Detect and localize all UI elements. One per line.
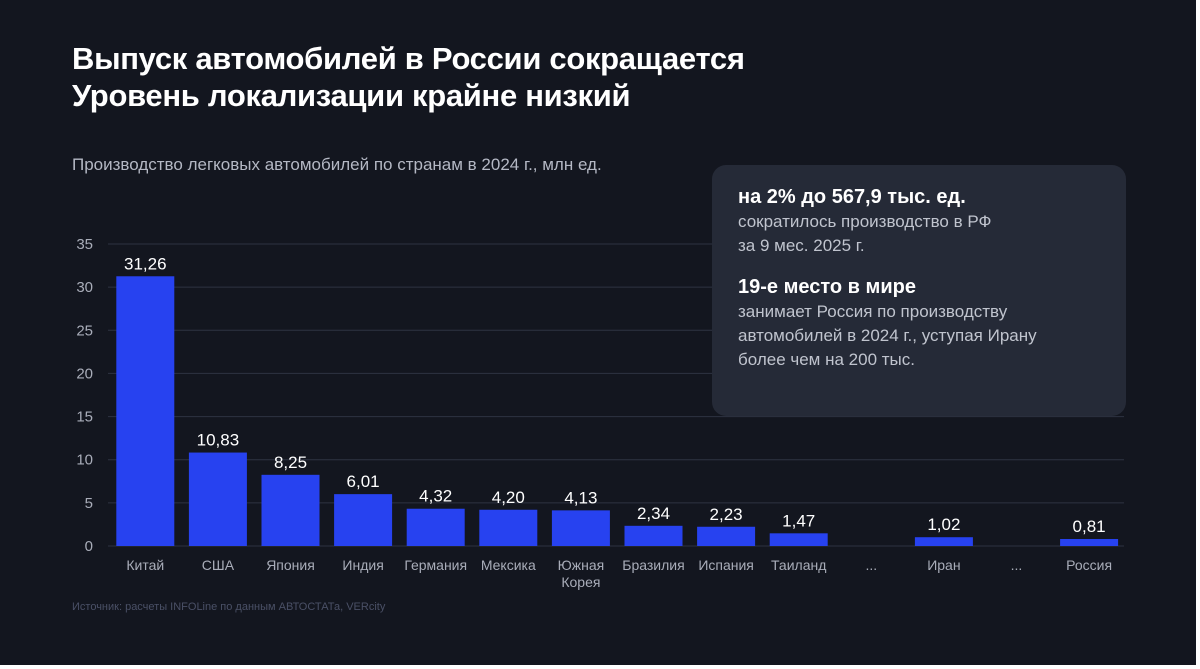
y-tick-label: 35 <box>76 236 93 253</box>
title-line-1: Выпуск автомобилей в России сокращается <box>72 41 745 76</box>
data-label: 10,83 <box>197 431 240 450</box>
data-label: 1,02 <box>927 515 960 534</box>
bar <box>624 525 683 546</box>
x-tick-label: Таиланд <box>771 557 826 573</box>
data-label: 2,23 <box>710 505 743 524</box>
data-label: 4,32 <box>419 487 452 506</box>
x-tick-label: Иран <box>927 557 960 573</box>
bar <box>261 474 320 546</box>
y-tick-label: 0 <box>85 538 93 555</box>
bar <box>769 533 828 546</box>
data-label: 0,81 <box>1073 517 1106 536</box>
bar <box>1060 539 1119 546</box>
stat2-headline: 19-е место в мире <box>738 276 916 298</box>
info-card: на 2% до 567,9 тыс. ед. сократилось прои… <box>712 165 1126 416</box>
chart-title: Производство легковых автомобилей по стр… <box>72 155 602 174</box>
y-tick-label: 5 <box>85 495 93 512</box>
x-tick-label: Китай <box>126 557 164 573</box>
y-tick-label: 10 <box>76 452 93 469</box>
y-tick-label: 30 <box>76 279 93 296</box>
y-tick-label: 20 <box>76 365 93 382</box>
x-tick-label: Россия <box>1066 557 1112 573</box>
bar <box>914 537 973 546</box>
x-tick-label: Индия <box>342 557 383 573</box>
bar <box>697 526 756 546</box>
stat1-text-line-2: за 9 мес. 2025 г. <box>738 236 865 255</box>
data-label: 4,20 <box>492 488 525 507</box>
x-tick-label: Испания <box>698 557 754 573</box>
y-tick-label: 25 <box>76 322 93 339</box>
source-note: Источник: расчеты INFOLine по данным АВТ… <box>72 601 386 613</box>
x-tick-label: ... <box>1011 557 1023 573</box>
x-tick-label: Мексика <box>481 557 536 573</box>
page-title: Выпуск автомобилей в России сокращается … <box>72 40 745 114</box>
stat2-text-line-2: автомобилей в 2024 г., уступая Ирану <box>738 326 1037 345</box>
x-tick-label: Япония <box>266 557 315 573</box>
data-label: 1,47 <box>782 511 815 530</box>
x-tick-label: Германия <box>404 557 467 573</box>
bar <box>334 494 393 546</box>
stat2-text-line-1: занимает Россия по производству <box>738 302 1008 321</box>
bar <box>188 452 247 546</box>
stat2-text-line-3: более чем на 200 тыс. <box>738 350 915 369</box>
x-tick-label: Корея <box>561 574 600 590</box>
title-line-2: Уровень локализации крайне низкий <box>72 78 631 113</box>
bar <box>479 509 538 546</box>
stat1-headline: на 2% до 567,9 тыс. ед. <box>738 186 966 208</box>
data-label: 6,01 <box>347 472 380 491</box>
x-tick-label: Бразилия <box>622 557 684 573</box>
data-label: 2,34 <box>637 504 670 523</box>
x-tick-label: ... <box>865 557 877 573</box>
data-label: 31,26 <box>124 254 167 273</box>
data-label: 4,13 <box>564 488 597 507</box>
bar <box>551 510 610 546</box>
y-tick-label: 15 <box>76 409 93 426</box>
data-label: 8,25 <box>274 453 307 472</box>
bar <box>406 508 465 546</box>
x-tick-label: Южная <box>558 557 605 573</box>
stat1-text-line-1: сократилось производство в РФ <box>738 212 992 231</box>
x-tick-label: США <box>202 557 235 573</box>
bar <box>116 276 175 546</box>
